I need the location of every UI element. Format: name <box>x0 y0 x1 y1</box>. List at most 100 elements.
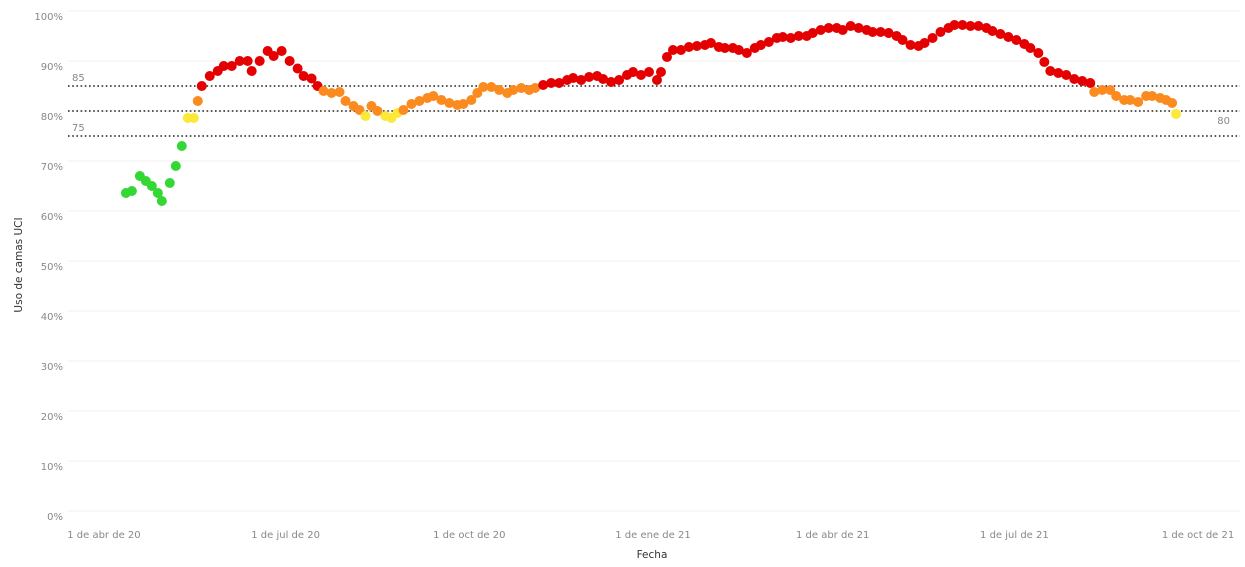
x-tick-label: 1 de oct de 20 <box>433 530 505 541</box>
point <box>176 141 187 151</box>
point <box>1167 98 1178 108</box>
point <box>458 99 469 109</box>
point <box>360 111 371 121</box>
point <box>705 38 716 48</box>
point <box>298 71 309 81</box>
point <box>1125 95 1136 105</box>
point <box>152 188 163 198</box>
point <box>957 20 968 30</box>
point <box>406 99 417 109</box>
point <box>156 196 167 206</box>
x-tick-label: 1 de abr de 21 <box>796 530 869 541</box>
point <box>1003 32 1014 42</box>
point <box>661 52 672 62</box>
point <box>276 46 287 56</box>
point <box>897 35 908 45</box>
point <box>919 38 930 48</box>
x-tick-label: 1 de jul de 21 <box>980 530 1049 541</box>
point <box>655 67 666 77</box>
point <box>576 75 587 85</box>
y-tick-label: 90% <box>41 62 63 73</box>
point <box>584 72 595 82</box>
point <box>949 20 960 30</box>
point <box>823 23 834 33</box>
point <box>414 96 425 106</box>
point <box>733 45 744 55</box>
point <box>965 21 976 31</box>
y-tick-label: 20% <box>41 412 63 423</box>
y-tick-label: 10% <box>41 462 63 473</box>
point <box>1039 57 1050 67</box>
point <box>935 27 946 37</box>
point <box>508 85 519 95</box>
point <box>318 86 329 96</box>
point <box>1097 85 1108 95</box>
point <box>1147 91 1158 101</box>
point <box>466 95 477 105</box>
point <box>973 21 984 31</box>
x-tick-label: 1 de jul de 20 <box>251 530 320 541</box>
point <box>530 83 541 93</box>
point <box>606 77 617 87</box>
point <box>867 27 878 37</box>
point <box>1085 78 1096 88</box>
point <box>292 63 303 74</box>
point <box>1045 66 1056 76</box>
point <box>546 78 557 88</box>
y-tick-label: 0% <box>47 512 63 523</box>
x-axis-title: Fecha <box>637 549 668 561</box>
point <box>164 178 175 188</box>
point <box>568 73 579 83</box>
point <box>428 91 439 101</box>
point <box>1111 91 1122 101</box>
point <box>614 75 625 85</box>
point <box>1171 109 1182 119</box>
point <box>226 61 237 71</box>
point <box>1025 43 1036 53</box>
point <box>306 73 317 84</box>
point <box>1077 76 1088 86</box>
point <box>837 25 848 35</box>
point <box>246 66 257 76</box>
y-tick-label: 40% <box>41 312 63 323</box>
point <box>845 21 856 31</box>
point <box>218 61 229 71</box>
point <box>326 88 337 98</box>
point <box>793 31 804 41</box>
x-tick-label: 1 de abr de 20 <box>67 530 140 541</box>
point <box>444 98 455 108</box>
point <box>372 106 383 116</box>
point <box>254 56 265 66</box>
point <box>1033 48 1044 58</box>
point <box>170 161 181 171</box>
point <box>204 71 215 81</box>
reference-label: 75 <box>72 123 85 134</box>
reference-label: 85 <box>72 73 85 84</box>
point <box>126 186 137 196</box>
point <box>1089 87 1100 97</box>
point <box>691 41 702 51</box>
y-tick-label: 30% <box>41 362 63 373</box>
point <box>284 56 295 66</box>
point <box>242 56 253 66</box>
x-tick-label: 1 de oct de 21 <box>1162 530 1234 541</box>
point <box>436 95 447 105</box>
point <box>763 37 774 47</box>
point <box>1053 68 1064 78</box>
point <box>628 67 639 77</box>
point <box>478 82 489 92</box>
point <box>683 42 694 52</box>
y-tick-label: 60% <box>41 212 63 223</box>
point <box>875 27 886 37</box>
point <box>188 113 199 123</box>
point <box>1061 70 1072 80</box>
point <box>268 51 279 61</box>
point <box>995 29 1006 39</box>
point <box>340 96 351 106</box>
point <box>1069 74 1080 84</box>
point <box>1011 35 1022 45</box>
point <box>494 85 505 95</box>
point <box>334 87 345 97</box>
point <box>987 26 998 36</box>
